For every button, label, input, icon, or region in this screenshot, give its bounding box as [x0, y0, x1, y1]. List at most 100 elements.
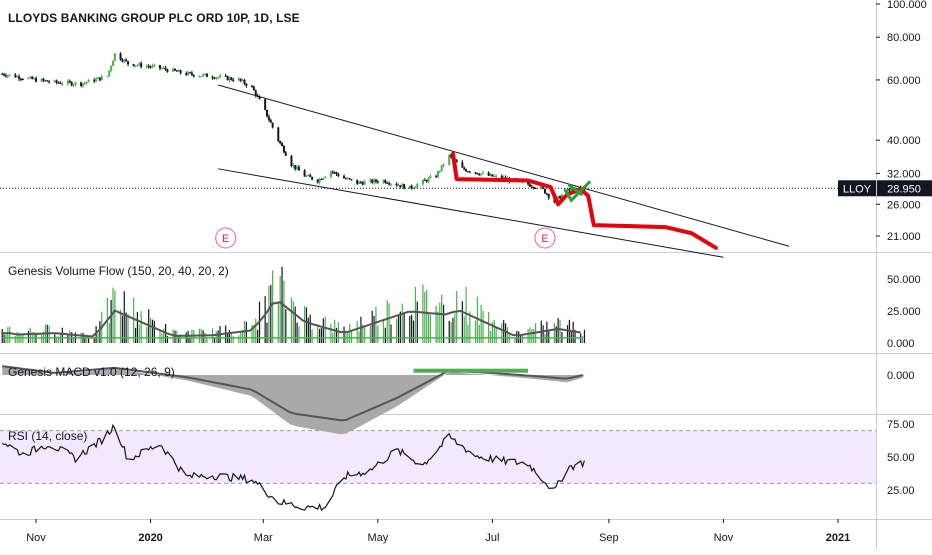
volume-bar [151, 319, 154, 343]
volume-bar [72, 337, 75, 343]
time-tick-label: 2020 [138, 532, 162, 544]
candle-body [68, 80, 71, 83]
volume-bar [159, 330, 161, 343]
volume-bar [343, 326, 345, 343]
candle-body [158, 65, 161, 69]
candle-body [399, 185, 402, 187]
volume-bar [29, 327, 31, 343]
volume-bar [570, 330, 572, 343]
volume-bar [401, 303, 403, 343]
candle-body [113, 53, 116, 61]
candle-body [500, 175, 503, 179]
volume-bar [461, 301, 463, 343]
volume-bar [294, 306, 296, 343]
candle-body [40, 78, 43, 82]
volume-bar [134, 327, 137, 343]
candle-body [264, 99, 267, 110]
candle-body [98, 77, 101, 81]
candle-body [198, 76, 201, 78]
time-tick-label: 2021 [826, 532, 850, 544]
volume-bar [1, 329, 3, 343]
candle-body [487, 172, 490, 176]
rsi-tick-label: 75.00 [887, 419, 915, 431]
volume-bar [99, 321, 101, 343]
candle-body [57, 82, 60, 84]
candle-body [14, 74, 17, 78]
volume-bar [255, 318, 257, 343]
candle-body [200, 75, 203, 77]
volume-bar [317, 326, 319, 343]
candle-body [297, 166, 300, 171]
wedge-upper-trendline [218, 84, 790, 247]
volume-bar [57, 336, 60, 343]
candle-body [252, 86, 255, 91]
candle-body [72, 84, 75, 86]
volume-bar [581, 336, 584, 343]
volume-bar [489, 330, 492, 343]
volume-bar [411, 314, 413, 343]
candle-body [316, 179, 319, 183]
candle-body [132, 64, 135, 67]
candle-body [414, 187, 417, 189]
candle-body [450, 154, 453, 157]
candle-body [29, 76, 32, 78]
volume-bar [504, 323, 507, 343]
volume-tick-label: 0.000 [887, 338, 915, 350]
volume-bar [163, 328, 165, 343]
volume-bar [397, 314, 400, 343]
volume-bar [330, 323, 332, 343]
volume-bar [270, 284, 272, 343]
price-badge-bg [877, 180, 932, 197]
volume-bar [61, 327, 63, 343]
candle-body [290, 155, 293, 167]
volume-bar [574, 329, 576, 343]
candle-body [442, 164, 445, 166]
volume-bar [478, 324, 480, 343]
candle-body [311, 176, 314, 180]
volume-bar [452, 317, 454, 343]
drawn-projection-red [451, 151, 718, 250]
candle-body [213, 77, 216, 79]
volume-bar [320, 328, 323, 343]
volume-bar [176, 330, 178, 343]
candle-body [530, 186, 533, 188]
volume-bar [527, 328, 529, 343]
volume-bar [324, 316, 326, 343]
candle-body [149, 66, 152, 68]
candle-body [408, 185, 411, 189]
volume-bar [414, 286, 417, 343]
volume-tick-label: 25.000 [887, 306, 921, 318]
candle-body [192, 74, 195, 77]
price-tick-label: 26.000 [887, 199, 921, 211]
candle-body [374, 179, 377, 182]
volume-bar [559, 319, 561, 343]
rsi-panel-title: RSI (14, close) [8, 429, 88, 443]
candle-body [16, 76, 19, 78]
time-tick-label: Nov [26, 532, 46, 544]
ticker-badge-label: LLOY [843, 183, 872, 195]
candle-body [205, 73, 208, 77]
candle-body [250, 85, 253, 87]
volume-bar [123, 291, 125, 343]
candle-body [322, 177, 325, 180]
candle-body [243, 80, 246, 84]
volume-bar [356, 321, 358, 343]
volume-bar [508, 334, 510, 343]
candle-body [4, 75, 7, 77]
candle-body [395, 183, 398, 186]
volume-bar [480, 304, 482, 343]
volume-bar [583, 329, 586, 343]
candle-body [568, 188, 571, 191]
volume-bar [140, 310, 142, 343]
volume-bar [390, 324, 392, 343]
candle-body [528, 184, 531, 187]
candle-body [410, 185, 413, 189]
candle-body [266, 109, 269, 117]
candle-body [269, 119, 272, 123]
candle-body [112, 60, 115, 66]
volume-bar [495, 327, 497, 343]
volume-bar [298, 326, 300, 343]
macd-tick-label: 0.000 [887, 370, 915, 382]
candle-body [423, 179, 426, 181]
